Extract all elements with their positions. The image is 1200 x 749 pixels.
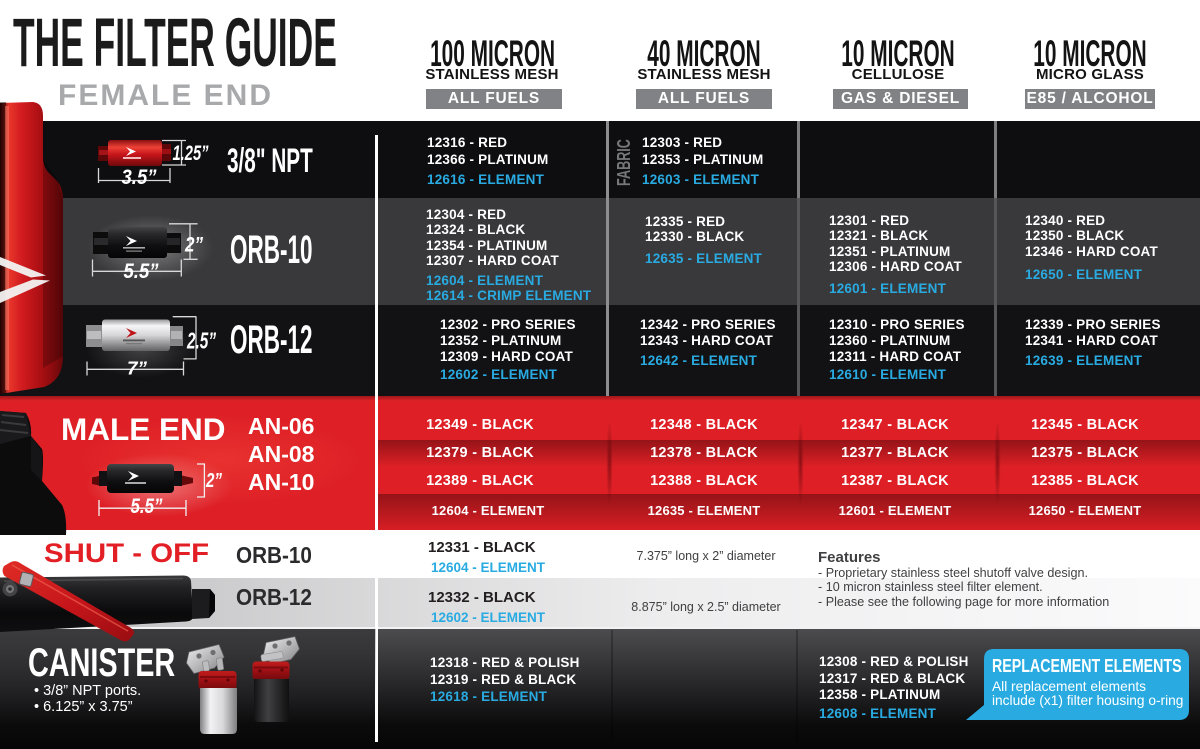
svg-text:3.5”: 3.5” (122, 166, 157, 189)
svg-text:7”: 7” (127, 358, 148, 379)
svg-text:2.5”: 2.5” (186, 328, 216, 354)
svg-text:5.5”: 5.5” (131, 495, 163, 518)
svg-text:2”: 2” (205, 470, 222, 492)
svg-text:5.5”: 5.5” (124, 260, 159, 283)
svg-text:2”: 2” (184, 234, 203, 257)
svg-text:1.25”: 1.25” (173, 142, 209, 165)
